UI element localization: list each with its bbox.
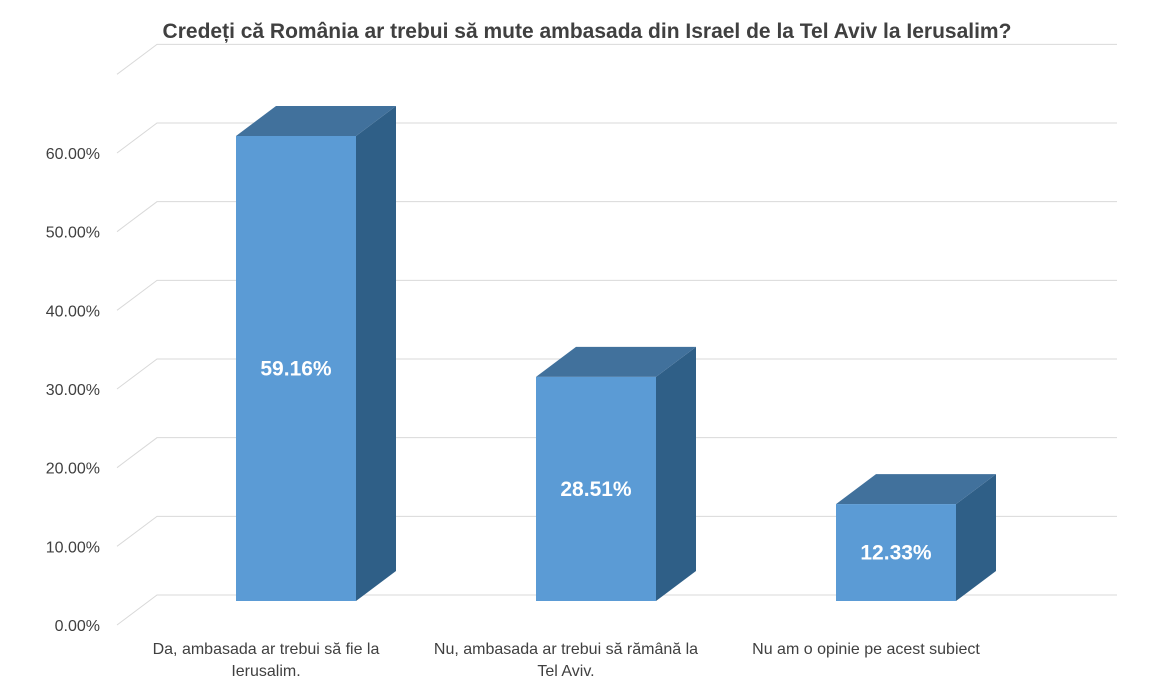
bar-side	[656, 346, 696, 601]
bar	[536, 346, 696, 601]
y-tick-label: 50.00%	[46, 225, 100, 242]
data-label: 28.51%	[560, 478, 632, 501]
y-tick-label: 40.00%	[46, 303, 100, 320]
gridline	[116, 201, 1117, 233]
category-label: Tel Aviv.	[537, 663, 594, 680]
bar-front	[836, 504, 956, 601]
bar-side	[356, 106, 396, 601]
gridline	[116, 594, 1117, 626]
bar-front	[536, 376, 656, 601]
y-tick-label: 60.00%	[46, 146, 100, 163]
bar-side	[956, 474, 996, 601]
gridline	[116, 279, 1117, 311]
gridlines	[116, 43, 1117, 626]
data-label: 59.16%	[260, 358, 332, 381]
y-axis-tick-labels: 0.00% 10.00% 20.00% 30.00% 40.00% 50.00% 60.00…	[46, 146, 100, 635]
bar-front	[236, 136, 356, 601]
gridline	[116, 358, 1117, 390]
gridline	[116, 437, 1117, 469]
bar-top	[236, 106, 396, 136]
y-tick-label: 10.00%	[46, 539, 100, 556]
bar	[236, 106, 396, 601]
gridline	[116, 122, 1117, 154]
chart-title: Credeți că România ar trebui să mute amb…	[163, 20, 1012, 43]
y-tick-label: 20.00%	[46, 461, 100, 478]
category-label: Nu am o opinie pe acest subiect	[752, 641, 980, 658]
gridline	[116, 515, 1117, 547]
bar-top	[536, 346, 696, 377]
category-label: Nu, ambasada ar trebui să rămână la	[434, 641, 698, 658]
bar	[836, 474, 996, 601]
category-labels: Da, ambasada ar trebui să fie la Ierusali…	[153, 641, 981, 680]
data-labels: 59.16% 28.51% 12.33%	[260, 358, 932, 565]
category-label: Da, ambasada ar trebui să fie la	[153, 641, 380, 658]
gridline	[116, 43, 1117, 75]
bar-top	[836, 474, 996, 505]
y-tick-label: 0.00%	[55, 618, 100, 635]
bars	[236, 106, 996, 601]
y-tick-label: 30.00%	[46, 382, 100, 399]
data-label: 12.33%	[860, 542, 932, 565]
category-label: Ierusalim.	[231, 663, 300, 680]
